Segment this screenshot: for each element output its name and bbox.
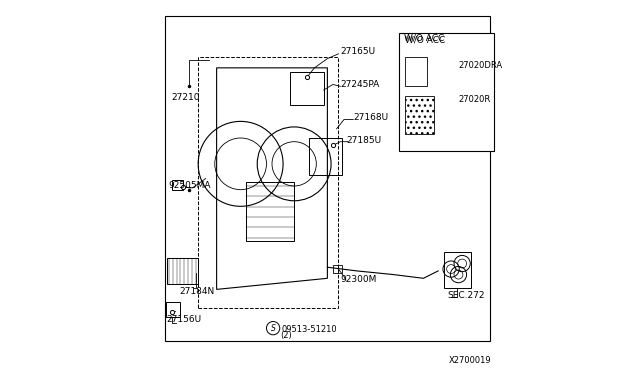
Bar bbox=[291, 71, 324, 105]
Text: 09513-51210: 09513-51210 bbox=[281, 325, 337, 334]
Text: W/O ACC: W/O ACC bbox=[405, 36, 445, 45]
Text: SEC.272: SEC.272 bbox=[447, 291, 485, 299]
Bar bbox=[172, 180, 184, 190]
Bar bbox=[399, 33, 493, 151]
Text: 27184N: 27184N bbox=[180, 287, 215, 296]
Bar bbox=[333, 265, 342, 273]
Bar bbox=[165, 16, 490, 341]
Text: 27156U: 27156U bbox=[166, 315, 201, 324]
Text: 27185U: 27185U bbox=[347, 137, 381, 145]
Circle shape bbox=[266, 321, 280, 335]
Text: 27020DRA: 27020DRA bbox=[459, 61, 503, 70]
Bar bbox=[444, 253, 472, 288]
Text: X2700019: X2700019 bbox=[449, 356, 492, 365]
Text: S: S bbox=[271, 324, 276, 333]
Bar bbox=[309, 138, 342, 175]
Bar bbox=[198, 57, 339, 308]
Text: 27168U: 27168U bbox=[353, 113, 388, 122]
Text: (2): (2) bbox=[280, 331, 292, 340]
Bar bbox=[166, 302, 180, 317]
Bar bbox=[405, 96, 435, 134]
Text: 92300M: 92300M bbox=[340, 275, 377, 283]
Text: 92505MA: 92505MA bbox=[168, 182, 211, 190]
Text: 27165U: 27165U bbox=[340, 47, 376, 56]
Text: 27245PA: 27245PA bbox=[340, 80, 380, 89]
Bar bbox=[246, 182, 294, 241]
Bar bbox=[405, 57, 427, 86]
Text: 27210: 27210 bbox=[172, 93, 200, 102]
Text: W/O ACC: W/O ACC bbox=[404, 33, 444, 42]
Bar bbox=[167, 258, 198, 284]
Text: 27020R: 27020R bbox=[459, 95, 491, 104]
